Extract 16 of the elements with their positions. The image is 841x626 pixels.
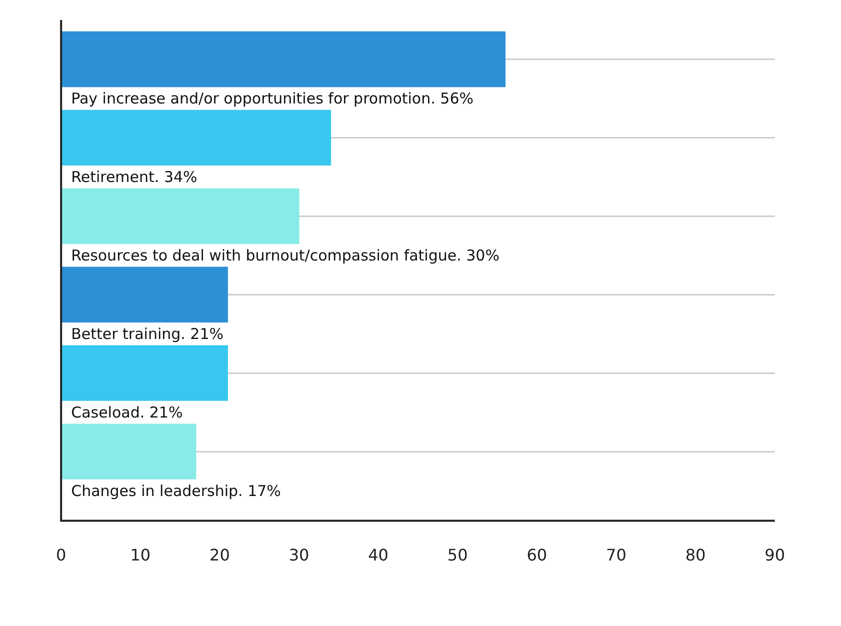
x-tick-label: 30	[288, 546, 310, 565]
x-tick-label: 0	[56, 546, 66, 565]
x-tick-label: 10	[130, 546, 151, 565]
y-tick-label: Retirement. 34%	[71, 168, 198, 186]
y-tick-label: Resources to deal with burnout/compassion fatigue. 30%	[71, 246, 500, 265]
y-tick-label: Better training. 21%	[71, 325, 224, 344]
x-tick-label: 40	[368, 546, 388, 565]
x-tick-label: 80	[685, 546, 706, 565]
x-tick-label: 50	[447, 546, 468, 565]
y-tick-label: Changes in leadership. 17%	[71, 482, 281, 500]
x-tick-label: 90	[764, 546, 785, 565]
x-tick-label: 60	[526, 546, 548, 565]
x-tick-label: 20	[210, 546, 230, 565]
x-tick-label: 70	[606, 546, 626, 565]
y-tick-label: Caseload. 21%	[71, 403, 183, 422]
y-tick-label: Pay increase and/or opportunities for promotion. 56%	[71, 90, 474, 108]
